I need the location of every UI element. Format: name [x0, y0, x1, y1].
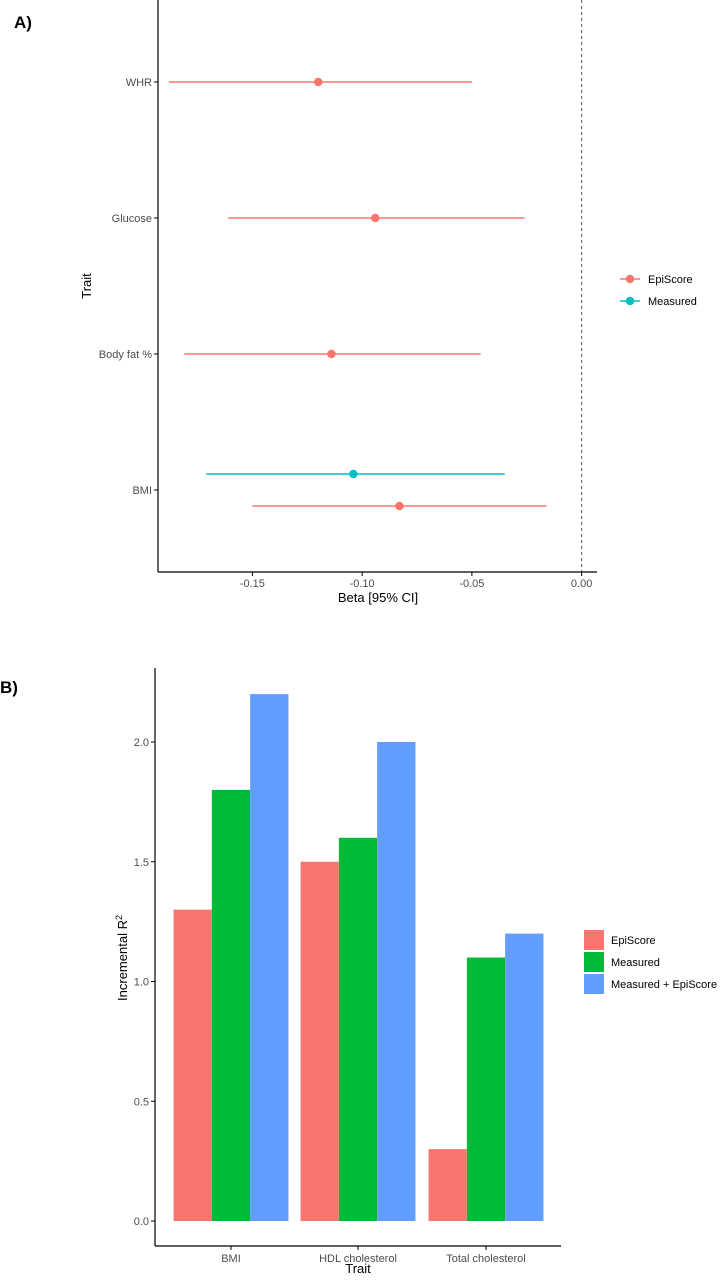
legend-swatch-measured — [584, 952, 604, 972]
y-tick-label: 1.0 — [134, 977, 149, 989]
y-tick-label: 0.0 — [134, 1216, 149, 1228]
panel-b-y-tick-labels: 0.0 0.5 1.0 1.5 2.0 — [134, 737, 155, 1228]
bar-episcore-total-cholesterol — [428, 1149, 467, 1221]
legend-swatch-episcore — [584, 930, 604, 950]
bar-episcore-bmi — [173, 909, 212, 1221]
point-episcore-body-fat — [327, 349, 336, 359]
bar-measured-episcore-total-cholesterol — [505, 933, 544, 1221]
x-tick-label: -0.10 — [350, 578, 375, 590]
x-tick-label: -0.05 — [459, 578, 484, 590]
y-axis-title-superscript: 2 — [114, 915, 124, 920]
y-tick-label: BMI — [132, 485, 152, 497]
y-tick-label: Glucose — [112, 213, 152, 225]
y-axis-title-main: Incremental R — [115, 920, 130, 1001]
bar-measured-episcore-hdl-cholesterol — [377, 742, 416, 1221]
panel-a-y-tick-labels: WHR Glucose Body fat % BMI — [99, 77, 158, 497]
bar-marks — [173, 694, 544, 1221]
y-tick-label: Body fat % — [99, 349, 152, 361]
point-episcore-glucose — [371, 213, 380, 223]
panel-a-y-axis-title: Trait — [79, 273, 94, 299]
bar-measured-total-cholesterol — [466, 957, 506, 1221]
legend-label-measured: Measured — [648, 296, 697, 308]
legend-point-episcore — [625, 274, 635, 284]
y-tick-label: 1.5 — [134, 857, 149, 869]
point-measured-bmi — [349, 469, 358, 479]
point-episcore-bmi — [395, 501, 404, 511]
panel-b-legend: EpiScore Measured Measured + EpiScore — [584, 930, 717, 994]
panel-b-x-axis-title: Trait — [345, 1261, 371, 1276]
panel-b-bar-chart: B) 0.0 0.5 1.0 1.5 2.0 BMI HDL cholesterol Tot… — [0, 668, 717, 1276]
bar-measured-episcore-bmi — [250, 694, 289, 1221]
bar-episcore-hdl-cholesterol — [300, 861, 339, 1221]
x-tick-label: -0.15 — [240, 578, 265, 590]
x-tick-label: 0.00 — [571, 578, 592, 590]
legend-label-episcore: EpiScore — [648, 274, 693, 286]
bar-measured-hdl-cholesterol — [338, 837, 378, 1221]
panel-b-x-tick-labels: BMI HDL cholesterol Total cholesterol — [221, 1246, 526, 1265]
forest-marks — [168, 77, 547, 511]
x-tick-label: BMI — [221, 1253, 241, 1265]
x-tick-label: HDL cholesterol — [319, 1253, 397, 1265]
legend-label-episcore: EpiScore — [611, 935, 656, 947]
panel-a-legend: EpiScore Measured — [620, 274, 697, 308]
panel-a-axes — [157, 0, 597, 573]
legend-point-measured — [625, 296, 635, 306]
panel-a-x-axis-title: Beta [95% CI] — [338, 590, 418, 605]
bar-measured-bmi — [211, 789, 251, 1221]
y-tick-label: 2.0 — [134, 737, 149, 749]
y-tick-label: 0.5 — [134, 1096, 149, 1108]
legend-swatch-measured-episcore — [584, 974, 604, 994]
x-tick-label: Total cholesterol — [446, 1253, 526, 1265]
legend-label-measured: Measured — [611, 957, 660, 969]
panel-b-label: B) — [0, 678, 18, 697]
legend-label-measured-episcore: Measured + EpiScore — [611, 979, 717, 991]
y-tick-label: WHR — [126, 77, 152, 89]
panel-b-y-axis-title: Incremental R2 — [114, 915, 130, 1001]
point-episcore-whr — [314, 77, 323, 87]
panel-a-x-tick-labels: -0.15 -0.10 -0.05 0.00 — [240, 572, 592, 590]
panel-a-label: A) — [14, 13, 32, 32]
